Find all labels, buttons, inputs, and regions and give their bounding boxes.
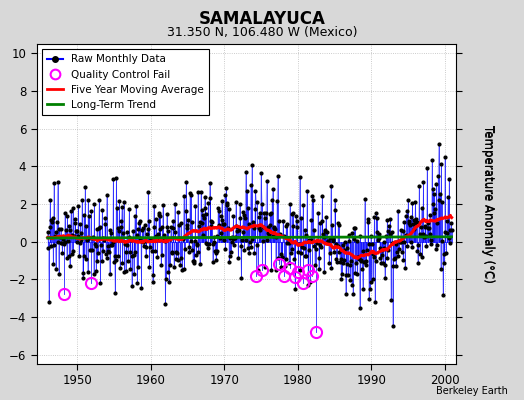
Long-Term Trend <box>144 235 150 240</box>
Quality Control Fail <box>88 281 94 286</box>
Five Year Moving Average <box>133 239 139 244</box>
Long-Term Trend <box>283 235 289 240</box>
Raw Monthly Data <box>449 228 455 232</box>
Raw Monthly Data <box>254 242 260 247</box>
Five Year Moving Average <box>283 236 289 241</box>
Line: Raw Monthly Data: Raw Monthly Data <box>46 143 453 327</box>
Quality Control Fail <box>258 268 265 272</box>
Five Year Moving Average <box>203 226 210 231</box>
Five Year Moving Average <box>55 234 61 239</box>
Quality Control Fail <box>276 262 282 267</box>
Raw Monthly Data <box>390 323 396 328</box>
Long-Term Trend <box>45 236 51 240</box>
Five Year Moving Average <box>45 235 51 240</box>
Quality Control Fail <box>287 266 293 270</box>
Line: Long-Term Trend: Long-Term Trend <box>48 237 452 238</box>
Five Year Moving Average <box>449 215 455 220</box>
Legend: Raw Monthly Data, Quality Control Fail, Five Year Moving Average, Long-Term Tren: Raw Monthly Data, Quality Control Fail, … <box>42 49 209 115</box>
Quality Control Fail <box>295 269 301 274</box>
Quality Control Fail <box>304 268 311 272</box>
Raw Monthly Data <box>45 230 51 235</box>
Five Year Moving Average <box>144 239 150 244</box>
Long-Term Trend <box>449 234 455 239</box>
Long-Term Trend <box>55 236 61 240</box>
Five Year Moving Average <box>447 213 453 218</box>
Raw Monthly Data <box>435 142 442 146</box>
Raw Monthly Data <box>323 241 330 246</box>
Raw Monthly Data <box>90 235 96 240</box>
Y-axis label: Temperature Anomaly (°C): Temperature Anomaly (°C) <box>481 125 494 283</box>
Five Year Moving Average <box>354 256 361 261</box>
Quality Control Fail <box>253 273 259 278</box>
Text: Berkeley Earth: Berkeley Earth <box>436 386 508 396</box>
Text: 31.350 N, 106.480 W (Mexico): 31.350 N, 106.480 W (Mexico) <box>167 26 357 39</box>
Quality Control Fail <box>309 273 315 278</box>
Long-Term Trend <box>203 235 210 240</box>
Long-Term Trend <box>447 234 453 239</box>
Quality Control Fail <box>291 275 298 280</box>
Quality Control Fail <box>60 292 67 297</box>
Raw Monthly Data <box>392 264 399 268</box>
Y-axis label: Temperature Anomaly (°C): Temperature Anomaly (°C) <box>482 125 495 283</box>
Raw Monthly Data <box>265 225 271 230</box>
Long-Term Trend <box>96 236 102 240</box>
Quality Control Fail <box>281 273 288 278</box>
Raw Monthly Data <box>289 246 296 251</box>
Five Year Moving Average <box>96 237 102 242</box>
Line: Five Year Moving Average: Five Year Moving Average <box>48 215 452 258</box>
Quality Control Fail <box>313 330 319 334</box>
Quality Control Fail <box>300 281 306 286</box>
Text: SAMALAYUCA: SAMALAYUCA <box>199 10 325 28</box>
Line: Quality Control Fail: Quality Control Fail <box>58 259 322 338</box>
